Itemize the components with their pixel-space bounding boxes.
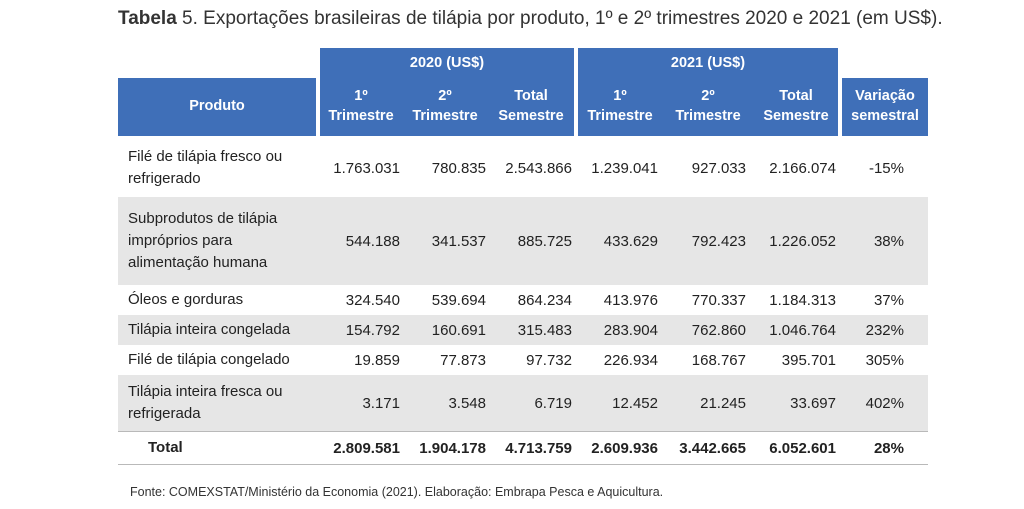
cell-2020-q1: 3.171 [362,394,400,412]
cell-2020-total: 885.725 [517,232,572,250]
cell-variacao: 37% [873,291,904,309]
cell-variacao: 402% [865,394,904,412]
column-header-label: 1º Trimestre [587,88,653,124]
cell-2020-q2: 780.835 [431,159,486,177]
total-divider-top [118,431,928,432]
cell-2020-q1: 19.859 [354,351,400,369]
caption-prefix: Tabela [118,8,177,29]
cell-2020-q2: 160.691 [431,321,486,339]
table-row: Subprodutos de tilápia impróprios para a… [118,197,928,285]
column-header-label: Total Semestre [763,88,829,124]
column-header-2020-q1: 1º Trimestre [320,78,402,136]
table-row: Filé de tilápia congelado 19.859 77.873 … [118,345,928,375]
cell-2020-q2: 77.873 [440,351,486,369]
total-2021-total: 6.052.601 [769,439,836,457]
cell-2021-total: 33.697 [790,394,836,412]
cell-2021-q2: 168.767 [691,351,746,369]
group-header-2020: 2020 (US$) [320,48,574,78]
cell-2021-q1: 283.904 [603,321,658,339]
column-header-label: Variação semestral [851,88,919,124]
cell-2021-q2: 762.860 [691,321,746,339]
total-2021-q1: 2.609.936 [591,439,658,457]
row-produto: Filé de tilápia fresco ou refrigerado [128,148,283,187]
column-header-2020-q2: 2º Trimestre [402,78,488,136]
cell-2020-total: 6.719 [534,394,572,412]
cell-2021-q2: 21.245 [700,394,746,412]
cell-2021-total: 2.166.074 [769,159,836,177]
table-row: Óleos e gorduras 324.540 539.694 864.234… [118,285,928,315]
cell-variacao: 38% [873,232,904,250]
cell-2020-total: 97.732 [526,351,572,369]
total-variacao: 28% [873,439,904,457]
total-2020-total: 4.713.759 [505,439,572,457]
table-total-row: Total 2.809.581 1.904.178 4.713.759 2.60… [118,432,928,464]
source-note: Fonte: COMEXSTAT/Ministério da Economia … [130,485,664,499]
table-row: Tilápia inteira congelada 154.792 160.69… [118,315,928,345]
column-header-2021-total: Total Semestre [754,78,838,136]
row-produto: Tilápia inteira congelada [128,321,291,339]
column-header-label: Total Semestre [498,88,564,124]
column-header-produto: Produto [118,78,316,136]
total-2021-q2: 3.442.665 [679,439,746,457]
table-bottom-divider [118,464,928,465]
table-caption: Tabela 5. Exportações brasileiras de til… [118,8,943,30]
column-header-2021-q2: 2º Trimestre [662,78,754,136]
cell-variacao: 305% [865,351,904,369]
cell-2021-total: 1.226.052 [769,232,836,250]
cell-2021-q2: 927.033 [691,159,746,177]
cell-2020-q2: 539.694 [431,291,486,309]
column-header-label: 2º Trimestre [412,88,478,124]
row-produto: Subprodutos de tilápia impróprios para a… [128,210,278,271]
cell-2020-q2: 3.548 [448,394,486,412]
cell-2020-q2: 341.537 [431,232,486,250]
column-header-2021-q1: 1º Trimestre [578,78,662,136]
column-header-label: Produto [189,98,245,115]
column-header-label: 2º Trimestre [675,88,741,124]
table-row: Tilápia inteira fresca ou refrigerada 3.… [118,375,928,431]
cell-2021-q2: 770.337 [691,291,746,309]
cell-2021-q2: 792.423 [691,232,746,250]
cell-2020-q1: 324.540 [345,291,400,309]
cell-2021-q1: 433.629 [603,232,658,250]
cell-2021-q1: 1.239.041 [591,159,658,177]
cell-2020-q1: 1.763.031 [333,159,400,177]
column-header-variacao: Variação semestral [842,78,928,136]
total-2020-q2: 1.904.178 [419,439,486,457]
cell-2020-total: 2.543.866 [505,159,572,177]
column-header-label: 1º Trimestre [328,88,394,124]
cell-2021-total: 395.701 [781,351,836,369]
cell-2020-total: 315.483 [517,321,572,339]
column-header-2020-total: Total Semestre [488,78,574,136]
cell-2020-q1: 154.792 [345,321,400,339]
caption-text: 5. Exportações brasileiras de tilápia po… [176,8,943,29]
group-header-2021: 2021 (US$) [578,48,838,78]
row-produto: Filé de tilápia congelado [128,351,290,369]
cell-variacao: 232% [865,321,904,339]
row-produto: Tilápia inteira fresca ou refrigerada [128,383,283,422]
cell-2020-q1: 544.188 [345,232,400,250]
row-produto: Óleos e gorduras [128,291,244,309]
cell-2021-q1: 413.976 [603,291,658,309]
cell-2021-total: 1.184.313 [769,291,836,309]
cell-2021-total: 1.046.764 [769,321,836,339]
table-row: Filé de tilápia fresco ou refrigerado 1.… [118,140,928,196]
cell-2020-total: 864.234 [517,291,572,309]
total-label: Total [148,439,183,457]
total-2020-q1: 2.809.581 [333,439,400,457]
cell-variacao: -15% [868,159,904,177]
cell-2021-q1: 12.452 [612,394,658,412]
cell-2021-q1: 226.934 [603,351,658,369]
